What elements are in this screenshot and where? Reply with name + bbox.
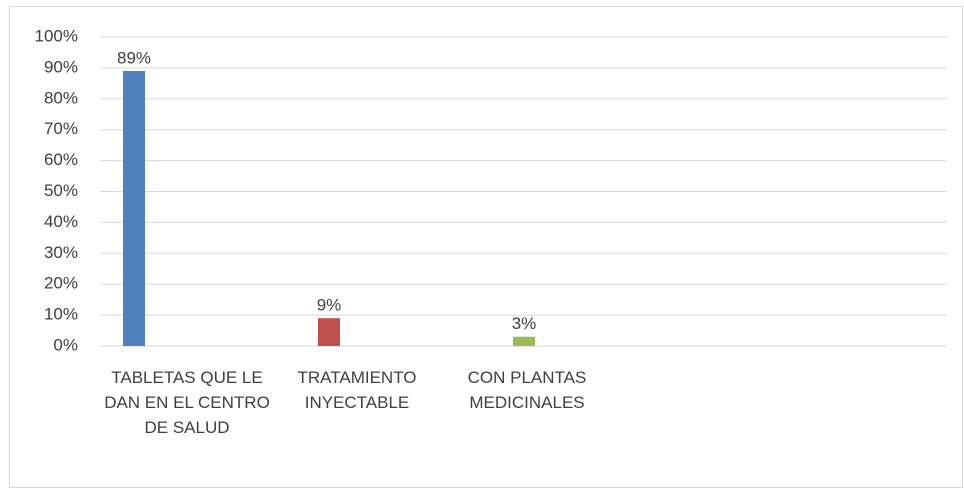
- y-tick-label: 70%: [44, 119, 78, 138]
- x-tick-label: TRATAMIENTO INYECTABLE: [297, 368, 417, 412]
- y-tick-label: 60%: [44, 150, 78, 169]
- chart-border: [9, 6, 963, 488]
- data-label: 3%: [512, 314, 537, 333]
- y-tick-label: 100%: [35, 26, 78, 45]
- y-tick-label: 40%: [44, 212, 78, 231]
- bar: [318, 318, 340, 346]
- y-tick-label: 20%: [44, 274, 78, 293]
- y-tick-label: 0%: [53, 335, 78, 354]
- y-tick-label: 30%: [44, 243, 78, 262]
- bar: [513, 336, 535, 346]
- data-label: 89%: [117, 48, 151, 67]
- y-tick-label: 90%: [44, 57, 78, 76]
- y-tick-label: 80%: [44, 88, 78, 107]
- x-tick-label-box: CON PLANTAS MEDICINALES: [467, 368, 587, 412]
- bar: [123, 70, 145, 347]
- x-tick-label-box: TABLETAS QUE LE DAN EN EL CENTRO DE SALU…: [104, 368, 270, 437]
- x-tick-label: CON PLANTAS MEDICINALES: [467, 368, 587, 412]
- data-label: 9%: [317, 296, 342, 315]
- x-tick-label-box: TRATAMIENTO INYECTABLE: [297, 368, 417, 412]
- y-tick-label: 50%: [44, 181, 78, 200]
- y-tick-label: 10%: [44, 305, 78, 324]
- x-tick-label: TABLETAS QUE LE DAN EN EL CENTRO DE SALU…: [104, 368, 270, 437]
